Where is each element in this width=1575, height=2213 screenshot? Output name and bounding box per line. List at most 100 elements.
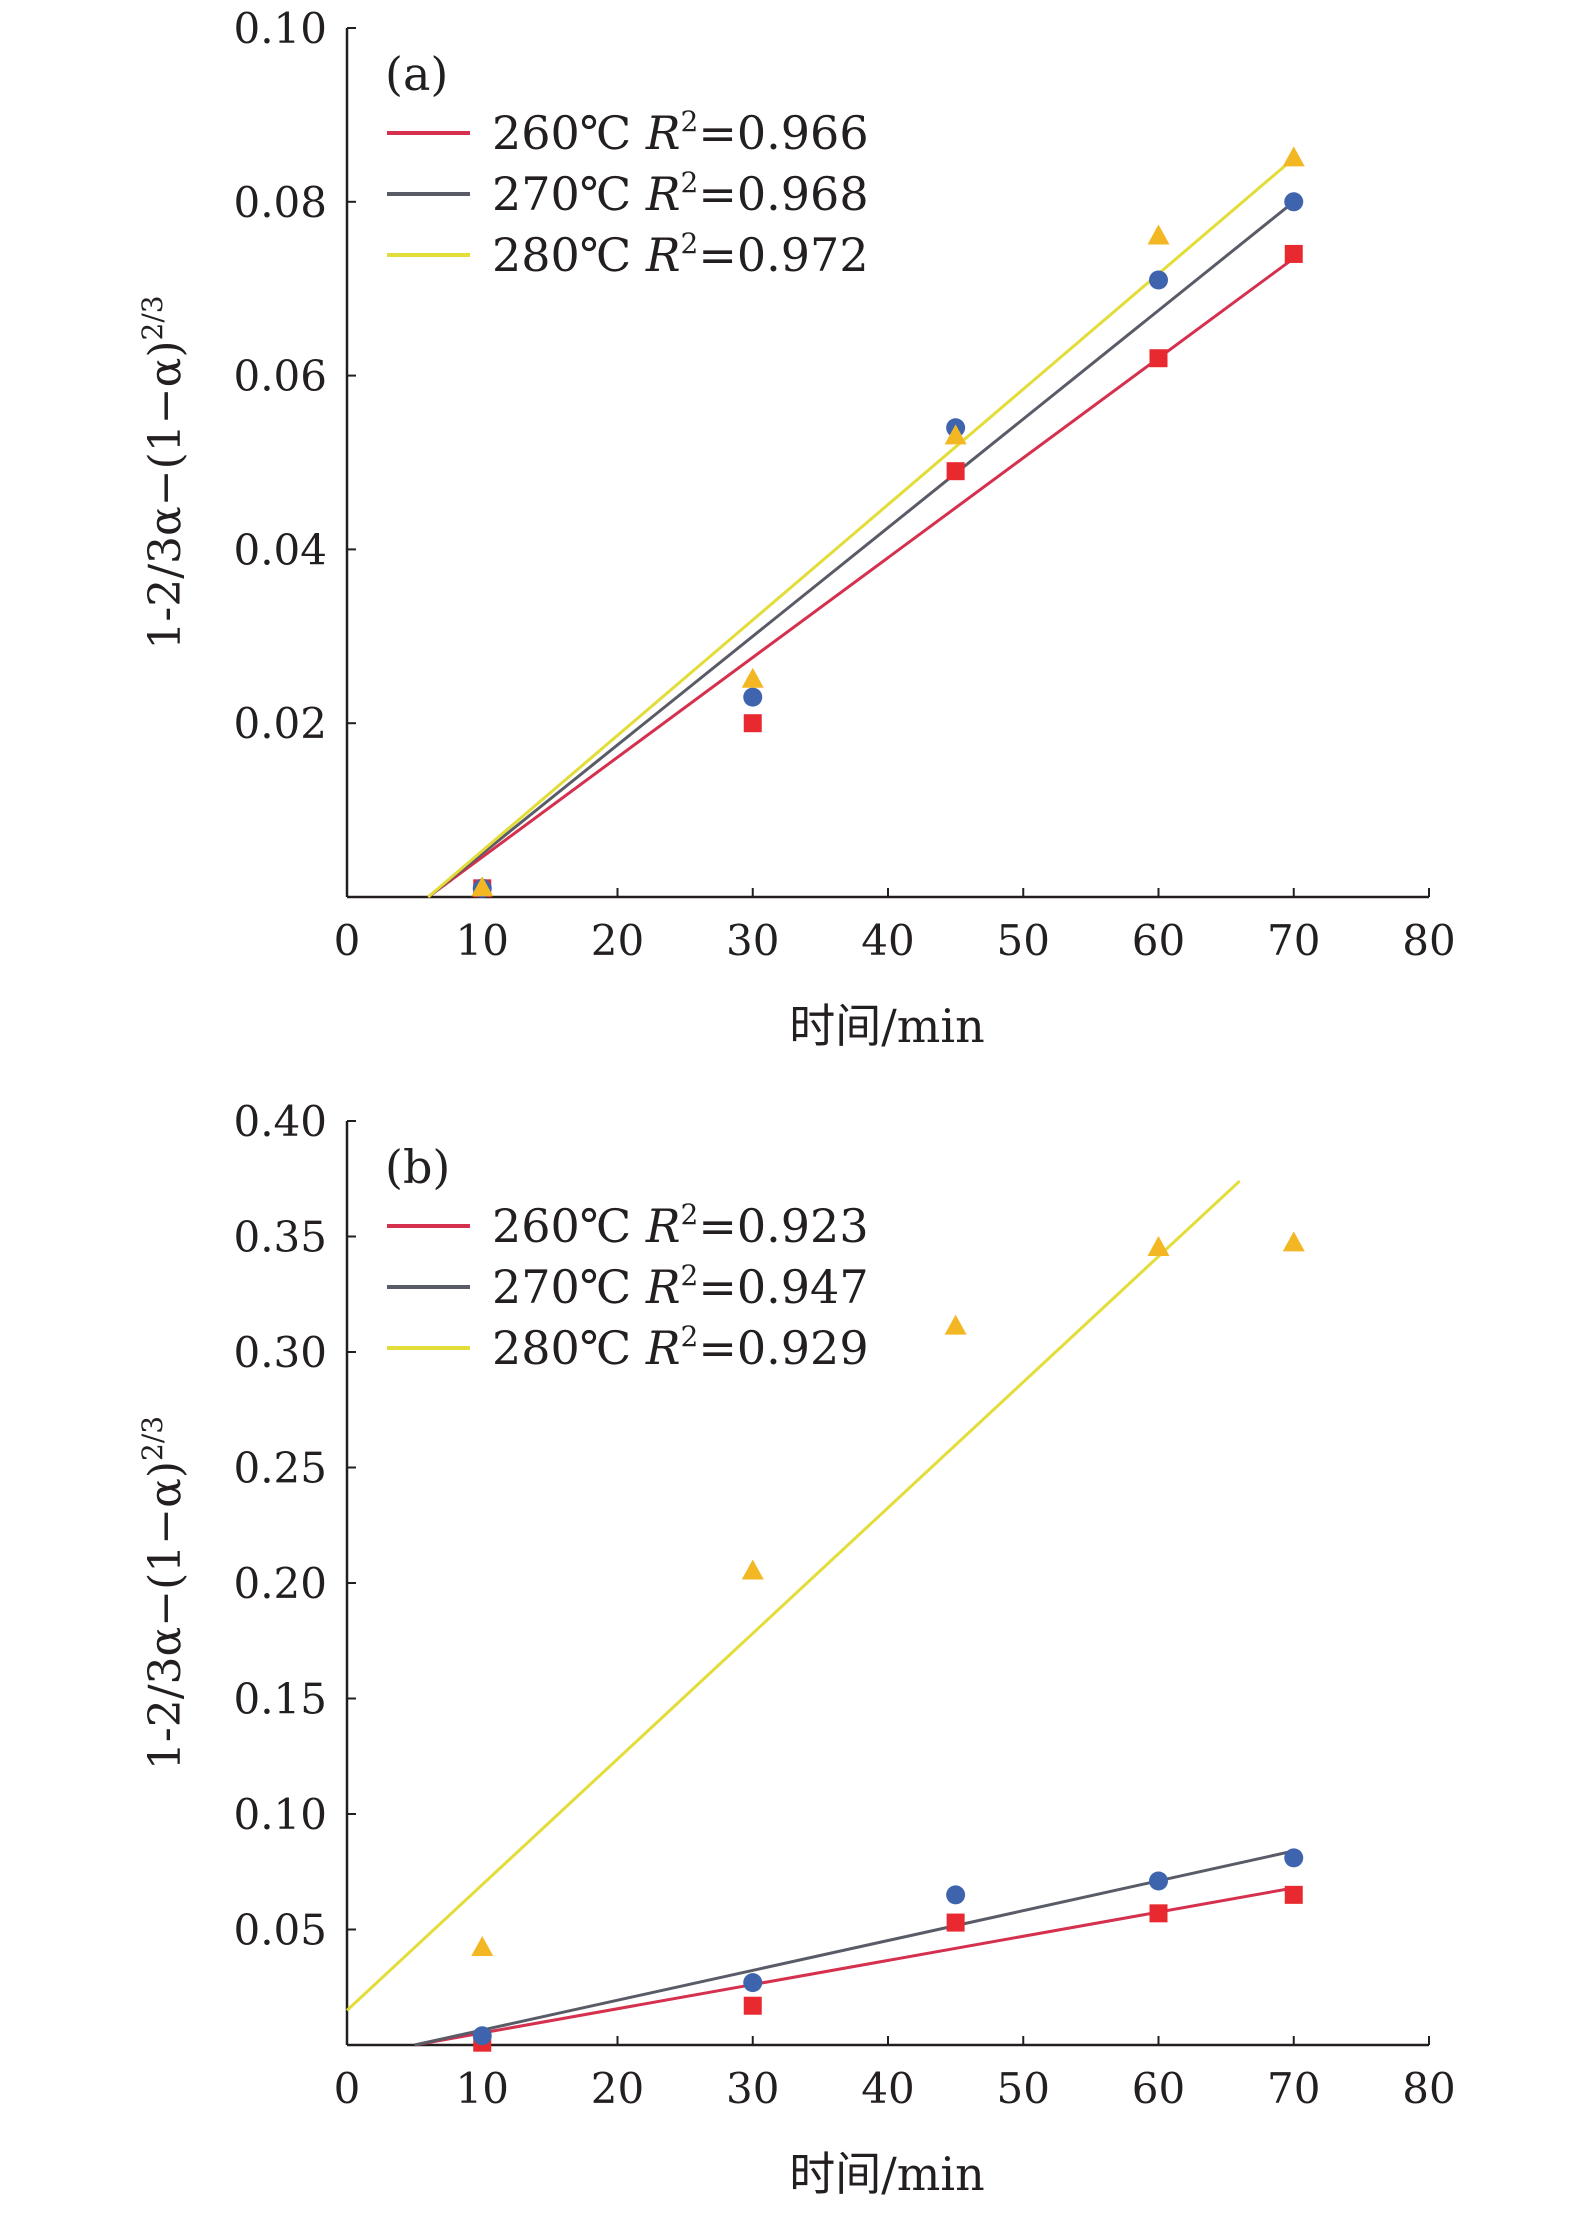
x-tick-label: 40 xyxy=(861,2064,914,2113)
x-tick-label: 80 xyxy=(1402,916,1455,965)
chart-panel-a: 0 10 20 30 40 50 60 70 80 0.02 0.04 0.06 0.08 0.10 时间/… xyxy=(136,4,1456,1053)
data-point-260c xyxy=(1284,244,1303,263)
legend-temp: 260℃ xyxy=(492,1199,646,1253)
data-point-270c xyxy=(1284,1848,1304,1868)
data-point-280c xyxy=(944,424,967,445)
y-axis-label-sup: 2/3 xyxy=(136,1416,169,1461)
legend-r: R xyxy=(645,106,681,160)
data-point-260c xyxy=(1149,1904,1168,1923)
y-tick-label: 0.10 xyxy=(233,1790,327,1839)
data-point-280c xyxy=(1147,224,1170,245)
legend-r: R xyxy=(645,1321,681,1375)
x-tick-label: 0 xyxy=(334,2064,361,2113)
data-point-260c xyxy=(1284,1885,1303,1904)
y-tick-label: 0.02 xyxy=(233,699,327,748)
y-tick-label: 0.06 xyxy=(233,352,327,401)
legend-label: 280℃ R2=0.929 xyxy=(492,1320,869,1375)
data-point-270c xyxy=(1149,1871,1168,1891)
y-axis-label-sup: 2/3 xyxy=(136,295,169,340)
y-tick-label: 0.04 xyxy=(233,525,327,574)
legend-temp: 270℃ xyxy=(492,167,646,221)
legend-r-sup: 2 xyxy=(681,105,699,138)
legend-r-sup: 2 xyxy=(681,1259,699,1292)
data-point-280c xyxy=(1282,1231,1305,1252)
data-point-260c xyxy=(743,1996,762,2015)
y-tick-label: 0.25 xyxy=(233,1444,327,1493)
legend-temp: 280℃ xyxy=(492,1321,646,1375)
y-tick-label: 0.40 xyxy=(233,1097,327,1146)
legend-temp: 260℃ xyxy=(492,106,646,160)
legend-label: 280℃ R2=0.972 xyxy=(492,227,869,282)
legend-r-value: =0.923 xyxy=(698,1199,868,1253)
legend-r-sup: 2 xyxy=(681,1320,699,1353)
data-point-270c xyxy=(472,2026,492,2046)
legend-r-value: =0.972 xyxy=(698,228,868,282)
data-point-270c xyxy=(743,1973,763,1993)
legend-r-sup: 2 xyxy=(681,227,699,260)
legend-r-value: =0.947 xyxy=(698,1260,868,1314)
panel-label: (a) xyxy=(385,47,448,101)
y-tick-label: 0.30 xyxy=(233,1328,327,1377)
x-tick-label: 60 xyxy=(1132,916,1185,965)
y-tick-label: 0.35 xyxy=(233,1213,327,1262)
legend-label: 260℃ R2=0.966 xyxy=(492,105,869,160)
x-tick-label: 30 xyxy=(726,2064,779,2113)
legend-r: R xyxy=(645,1260,681,1314)
x-tick-label: 10 xyxy=(456,2064,509,2113)
legend-r: R xyxy=(645,1199,681,1253)
data-point-260c xyxy=(946,1913,965,1932)
fit-line-270c xyxy=(414,1849,1295,2047)
x-tick-label: 40 xyxy=(861,916,914,965)
x-tick-label: 10 xyxy=(456,916,509,965)
fit-line-260c xyxy=(427,257,1295,899)
chart-panel-b: 0 10 20 30 40 50 60 70 80 0.05 0.10 0.15 0.20 0.25 0.3… xyxy=(136,1097,1456,2201)
fit-line-270c xyxy=(427,200,1295,899)
y-axis-label-main: 1-2/3α−(1−α) xyxy=(140,340,191,649)
y-tick-label: 0.15 xyxy=(233,1675,327,1724)
legend-temp: 280℃ xyxy=(492,228,646,282)
legend-label: 270℃ R2=0.968 xyxy=(492,166,869,221)
data-point-280c xyxy=(471,876,494,897)
x-tick-label: 0 xyxy=(334,916,361,965)
legend-temp: 270℃ xyxy=(492,1260,646,1314)
y-tick-label: 0.20 xyxy=(233,1559,327,1608)
x-tick-label: 20 xyxy=(591,916,644,965)
x-tick-label: 70 xyxy=(1267,916,1320,965)
x-tick-label: 50 xyxy=(997,2064,1050,2113)
x-tick-label: 50 xyxy=(997,916,1050,965)
y-tick-label: 0.08 xyxy=(233,178,327,227)
legend-r-sup: 2 xyxy=(681,166,699,199)
y-axis-label: 1-2/3α−(1−α)2/3 xyxy=(136,1416,191,1770)
legend-r-value: =0.929 xyxy=(698,1321,868,1375)
data-point-270c xyxy=(946,1885,966,1905)
x-tick-label: 70 xyxy=(1267,2064,1320,2113)
legend-label: 260℃ R2=0.923 xyxy=(492,1198,869,1253)
data-point-260c xyxy=(1149,349,1168,368)
x-tick-label: 20 xyxy=(591,2064,644,2113)
y-tick-label: 0.05 xyxy=(233,1906,327,1955)
legend-r-sup: 2 xyxy=(681,1198,699,1231)
fit-line-260c xyxy=(414,1886,1295,2047)
legend-r: R xyxy=(645,167,681,221)
data-point-260c xyxy=(946,462,965,481)
data-point-280c xyxy=(741,667,764,688)
data-point-270c xyxy=(1284,192,1304,212)
data-point-280c xyxy=(471,1935,494,1956)
data-point-270c xyxy=(743,687,763,707)
x-tick-label: 60 xyxy=(1132,2064,1185,2113)
panel-label: (b) xyxy=(385,1140,450,1194)
legend-label: 270℃ R2=0.947 xyxy=(492,1259,869,1314)
x-tick-label: 30 xyxy=(726,916,779,965)
y-axis-label: 1-2/3α−(1−α)2/3 xyxy=(136,295,191,649)
legend-r: R xyxy=(645,228,681,282)
data-point-260c xyxy=(743,714,762,733)
data-point-270c xyxy=(1149,270,1168,290)
data-point-280c xyxy=(741,1559,764,1580)
data-point-280c xyxy=(1147,1236,1170,1257)
x-axis-label: 时间/min xyxy=(789,2147,984,2201)
y-axis-label-main: 1-2/3α−(1−α) xyxy=(140,1461,191,1770)
